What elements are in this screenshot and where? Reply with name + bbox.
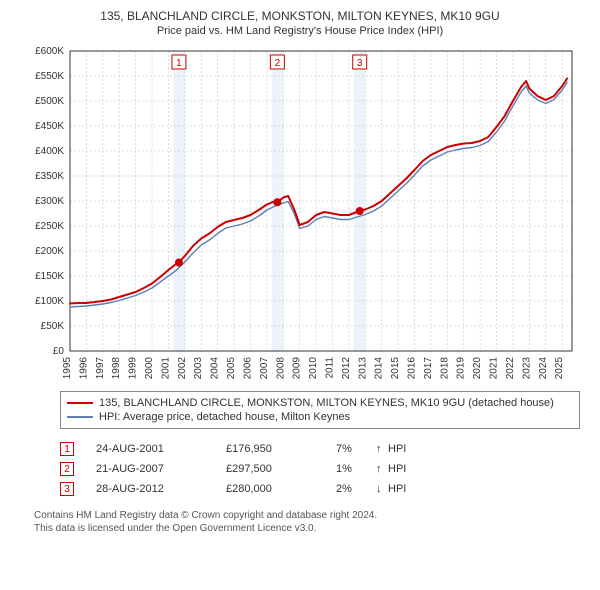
svg-text:2015: 2015 xyxy=(390,357,401,380)
svg-text:1: 1 xyxy=(176,58,182,69)
event-delta: 2% xyxy=(336,483,376,495)
sale-event-row: 1 24-AUG-2001£176,9507%↑HPI xyxy=(60,439,580,459)
event-vs-label: HPI xyxy=(388,483,406,495)
legend-item: 135, BLANCHLAND CIRCLE, MONKSTON, MILTON… xyxy=(67,396,573,410)
svg-text:2009: 2009 xyxy=(292,357,303,380)
svg-text:£250K: £250K xyxy=(35,221,64,232)
legend-swatch xyxy=(67,402,93,404)
svg-text:2001: 2001 xyxy=(160,357,171,380)
legend-label: HPI: Average price, detached house, Milt… xyxy=(99,411,350,423)
chart-container: { "title": { "line1": "135, BLANCHLAND C… xyxy=(0,0,600,590)
chart-svg: £0 £50K £100K £150K £200K £250K £300K £350K £400… xyxy=(22,45,582,381)
event-date: 21-AUG-2007 xyxy=(96,463,226,475)
svg-text:2014: 2014 xyxy=(374,357,385,380)
footer-line2: This data is licensed under the Open Gov… xyxy=(34,522,580,535)
sale-events: 124-AUG-2001£176,9507%↑HPI221-AUG-2007£2… xyxy=(60,439,580,499)
svg-text:2010: 2010 xyxy=(308,357,319,380)
svg-text:2000: 2000 xyxy=(144,357,155,380)
legend: 135, BLANCHLAND CIRCLE, MONKSTON, MILTON… xyxy=(60,391,580,429)
svg-text:£150K: £150K xyxy=(35,271,64,282)
event-date: 28-AUG-2012 xyxy=(96,483,226,495)
price-chart: £0 £50K £100K £150K £200K £250K £300K £350K £400… xyxy=(22,45,582,381)
event-delta: 7% xyxy=(336,443,376,455)
svg-text:2008: 2008 xyxy=(275,357,286,380)
svg-text:2011: 2011 xyxy=(324,357,335,379)
arrow-up-icon: ↑ xyxy=(376,443,388,455)
legend-swatch xyxy=(67,416,93,418)
svg-text:2004: 2004 xyxy=(210,357,221,380)
svg-text:£350K: £350K xyxy=(35,171,64,182)
event-vs-label: HPI xyxy=(388,443,406,455)
event-vs-label: HPI xyxy=(388,463,406,475)
svg-text:2017: 2017 xyxy=(423,357,434,380)
svg-text:2006: 2006 xyxy=(242,357,253,380)
svg-text:2012: 2012 xyxy=(341,357,352,380)
svg-text:2003: 2003 xyxy=(193,357,204,380)
svg-text:2025: 2025 xyxy=(554,357,565,380)
svg-text:2021: 2021 xyxy=(489,357,500,380)
event-date: 24-AUG-2001 xyxy=(96,443,226,455)
svg-text:1995: 1995 xyxy=(62,357,73,380)
svg-text:2005: 2005 xyxy=(226,357,237,380)
arrow-up-icon: ↑ xyxy=(376,463,388,475)
arrow-down-icon: ↓ xyxy=(376,483,388,495)
event-delta: 1% xyxy=(336,463,376,475)
event-price: £176,950 xyxy=(226,443,336,455)
svg-text:2002: 2002 xyxy=(177,357,188,380)
svg-text:£0: £0 xyxy=(53,346,65,357)
svg-text:3: 3 xyxy=(357,58,363,69)
svg-text:2016: 2016 xyxy=(407,357,418,380)
svg-text:£500K: £500K xyxy=(35,96,64,107)
sale-event-row: 3 28-AUG-2012£280,0002%↓HPI xyxy=(60,479,580,499)
svg-text:2024: 2024 xyxy=(538,357,549,380)
event-marker-icon: 1 xyxy=(60,442,74,456)
svg-text:2019: 2019 xyxy=(456,357,467,380)
svg-text:£450K: £450K xyxy=(35,121,64,132)
svg-text:£200K: £200K xyxy=(35,246,64,257)
svg-text:2007: 2007 xyxy=(259,357,270,380)
svg-text:2022: 2022 xyxy=(505,357,516,380)
legend-label: 135, BLANCHLAND CIRCLE, MONKSTON, MILTON… xyxy=(99,397,554,409)
svg-text:£100K: £100K xyxy=(35,296,64,307)
svg-text:£400K: £400K xyxy=(35,146,64,157)
svg-text:£600K: £600K xyxy=(35,46,64,57)
svg-text:2: 2 xyxy=(275,58,281,69)
sale-event-row: 2 21-AUG-2007£297,5001%↑HPI xyxy=(60,459,580,479)
svg-text:£300K: £300K xyxy=(35,196,64,207)
event-price: £280,000 xyxy=(226,483,336,495)
svg-text:1997: 1997 xyxy=(95,357,106,380)
svg-text:1996: 1996 xyxy=(78,357,89,380)
title-address: 135, BLANCHLAND CIRCLE, MONKSTON, MILTON… xyxy=(10,8,590,24)
svg-text:2018: 2018 xyxy=(439,357,450,380)
event-price: £297,500 xyxy=(226,463,336,475)
svg-text:1998: 1998 xyxy=(111,357,122,380)
legend-item: HPI: Average price, detached house, Milt… xyxy=(67,410,573,424)
title-subtitle: Price paid vs. HM Land Registry's House … xyxy=(10,24,590,39)
svg-text:£50K: £50K xyxy=(41,321,65,332)
svg-text:2023: 2023 xyxy=(521,357,532,380)
footer-line1: Contains HM Land Registry data © Crown c… xyxy=(34,509,580,522)
svg-text:2020: 2020 xyxy=(472,357,483,380)
svg-text:1999: 1999 xyxy=(128,357,139,380)
event-marker-icon: 2 xyxy=(60,462,74,476)
title-block: 135, BLANCHLAND CIRCLE, MONKSTON, MILTON… xyxy=(10,8,590,39)
footer-attribution: Contains HM Land Registry data © Crown c… xyxy=(34,509,580,535)
event-marker-icon: 3 xyxy=(60,482,74,496)
svg-text:£550K: £550K xyxy=(35,71,64,82)
svg-text:2013: 2013 xyxy=(357,357,368,380)
